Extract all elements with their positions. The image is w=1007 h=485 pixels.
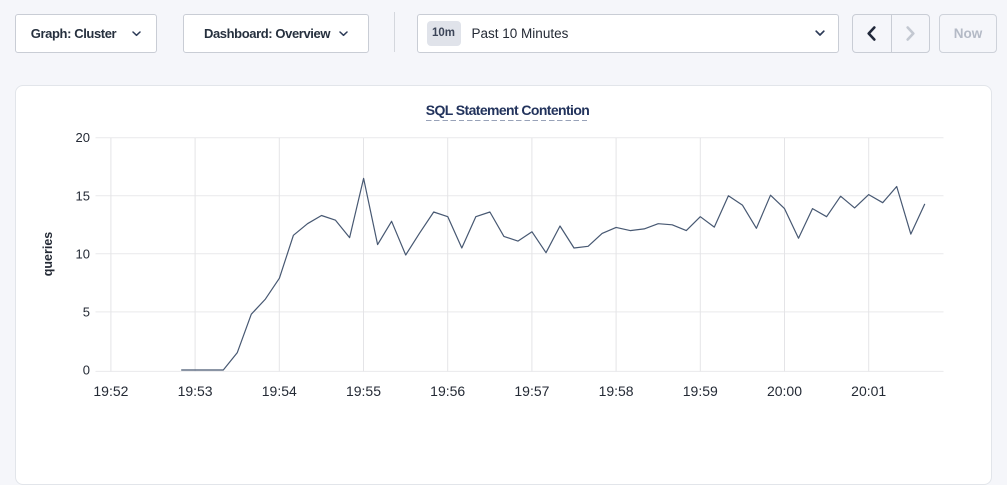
svg-text:queries: queries	[41, 232, 55, 277]
svg-text:19:53: 19:53	[178, 383, 213, 399]
svg-text:19:54: 19:54	[262, 383, 297, 399]
svg-text:5: 5	[83, 304, 90, 319]
svg-text:19:57: 19:57	[514, 383, 549, 399]
svg-text:19:58: 19:58	[599, 383, 634, 399]
svg-text:19:55: 19:55	[346, 383, 381, 399]
svg-text:19:56: 19:56	[430, 383, 465, 399]
svg-text:19:59: 19:59	[683, 383, 718, 399]
svg-text:19:52: 19:52	[93, 383, 128, 399]
svg-text:20:00: 20:00	[767, 383, 802, 399]
svg-text:20:01: 20:01	[851, 383, 886, 399]
svg-text:15: 15	[76, 188, 90, 203]
svg-text:20: 20	[76, 130, 90, 145]
svg-text:10: 10	[76, 246, 90, 261]
svg-text:0: 0	[83, 363, 90, 378]
